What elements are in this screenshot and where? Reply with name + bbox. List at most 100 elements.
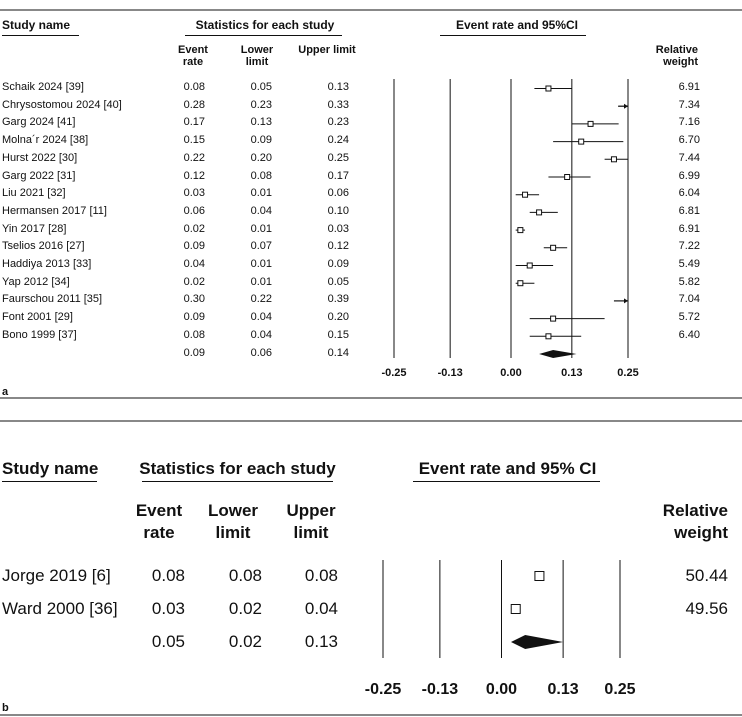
upper-limit-value: 0.13 [327, 81, 349, 93]
tick-label: -0.13 [437, 367, 463, 379]
lower-limit-value: 0.13 [250, 116, 272, 129]
upper-limit-value: 0.03 [327, 222, 349, 235]
tick-label: -0.25 [381, 367, 407, 379]
header-study-name: Study name [2, 459, 99, 478]
pooled-upper-limit: 0.13 [304, 631, 338, 651]
tick-label: -0.13 [421, 681, 459, 698]
event-rate-value: 0.08 [183, 328, 205, 341]
study-name: Haddiya 2013 [33] [2, 258, 92, 270]
upper-limit-value: 0.25 [327, 151, 349, 164]
event-rate-value: 0.09 [183, 240, 205, 253]
relative-weight-value: 6.70 [678, 134, 700, 147]
event-rate-value: 0.12 [183, 169, 205, 182]
point-estimate-marker [522, 191, 529, 198]
header-relative-weight: Relative weight [662, 501, 728, 542]
study-name: Font 2001 [29] [2, 311, 73, 324]
event-rate-value: 0.03 [183, 187, 205, 200]
lower-limit-value: 0.20 [250, 151, 272, 164]
point-estimate-marker [526, 262, 533, 269]
upper-limit-value: 0.05 [327, 275, 349, 288]
event-rate-value: 0.15 [183, 134, 205, 147]
study-name: Hermansen 2017 [11] [2, 204, 107, 217]
out-of-range-arrow [624, 103, 628, 109]
point-estimate-marker [545, 333, 552, 340]
relative-weight-value: 7.22 [678, 240, 700, 253]
study-name: Molna´r 2024 [38] [2, 134, 89, 147]
lower-limit-value: 0.04 [250, 311, 272, 324]
point-estimate-marker [564, 174, 571, 180]
upper-limit-value: 0.15 [327, 328, 349, 341]
point-estimate-marker [510, 604, 521, 614]
point-estimate-marker [536, 209, 543, 216]
header-relative-weight: Relative weight [655, 44, 698, 68]
upper-limit-value: 0.10 [327, 204, 349, 217]
study-name: Garg 2022 [31] [2, 169, 76, 182]
study-name: Ward 2000 [36] [2, 598, 118, 618]
study-name: Jorge 2019 [6] [2, 565, 111, 585]
relative-weight-value: 50.44 [685, 565, 728, 585]
header-event-rate: Event rate [135, 501, 183, 542]
point-estimate-marker [517, 227, 524, 234]
lower-limit-value: 0.08 [250, 169, 272, 182]
header-lower-limit: Lower limit [207, 501, 259, 542]
point-estimate-marker [578, 138, 585, 145]
upper-limit-value: 0.39 [327, 293, 349, 306]
pooled-lower-limit: 0.02 [228, 631, 262, 651]
event-rate-value: 0.04 [183, 258, 205, 270]
pooled-diamond [510, 635, 564, 649]
upper-limit-value: 0.09 [327, 258, 349, 270]
tick-label: 0.00 [500, 367, 522, 379]
upper-limit-value: 0.23 [327, 116, 349, 129]
point-estimate-marker [545, 85, 552, 92]
event-rate-value: 0.06 [183, 204, 205, 217]
header-lower-limit: Lower limit [240, 44, 274, 68]
study-name: Hurst 2022 [30] [2, 151, 78, 164]
header-event-rate: Event rate [178, 44, 208, 68]
lower-limit-value: 0.01 [250, 222, 272, 235]
study-name: Tselios 2016 [27] [2, 240, 85, 253]
relative-weight-value: 5.49 [678, 258, 700, 270]
lower-limit-value: 0.04 [250, 204, 272, 217]
tick-label: -0.25 [364, 681, 402, 698]
event-rate-value: 0.17 [183, 116, 205, 129]
point-estimate-marker [517, 280, 524, 287]
lower-limit-value: 0.09 [250, 134, 272, 147]
relative-weight-value: 5.82 [678, 275, 700, 288]
lower-limit-value: 0.22 [250, 293, 272, 306]
lower-limit-value: 0.04 [250, 328, 272, 341]
pooled-event-rate: 0.05 [151, 631, 185, 651]
tick-label: 0.13 [561, 367, 583, 379]
point-estimate-marker [534, 571, 545, 581]
header-upper-limit: Upper limit [286, 501, 336, 542]
event-rate-value: 0.03 [151, 598, 185, 618]
upper-limit-value: 0.33 [327, 98, 349, 111]
event-rate-value: 0.02 [183, 275, 205, 288]
relative-weight-value: 6.81 [678, 204, 700, 217]
study-name: Yin 2017 [28] [2, 222, 67, 235]
relative-weight-value: 5.72 [678, 311, 700, 324]
lower-limit-value: 0.07 [250, 240, 272, 253]
study-name: Schaik 2024 [39] [2, 81, 84, 93]
header-event-rate-ci: Event rate and 95%CI [455, 18, 579, 32]
tick-label: 0.13 [547, 681, 579, 698]
relative-weight-value: 49.56 [685, 598, 728, 618]
event-rate-value: 0.22 [183, 151, 205, 164]
lower-limit-value: 0.02 [228, 598, 262, 618]
upper-limit-value: 0.17 [327, 169, 349, 182]
relative-weight-value: 7.44 [678, 151, 700, 164]
upper-limit-value: 0.04 [304, 598, 338, 618]
panel-label-b: b [2, 702, 9, 714]
panel-label-a: a [2, 386, 9, 398]
relative-weight-value: 7.16 [678, 116, 700, 129]
header-event-rate-ci: Event rate and 95% CI [418, 459, 597, 478]
header-upper-limit: Upper limit [298, 44, 356, 56]
upper-limit-value: 0.06 [327, 187, 349, 200]
point-estimate-marker [550, 244, 557, 251]
header-statistics: Statistics for each study [139, 459, 336, 478]
tick-label: 0.25 [617, 367, 639, 379]
relative-weight-value: 6.91 [678, 81, 700, 93]
pooled-upper-limit: 0.14 [327, 346, 349, 359]
tick-label: 0.00 [485, 681, 518, 698]
tick-label: 0.25 [604, 681, 636, 698]
